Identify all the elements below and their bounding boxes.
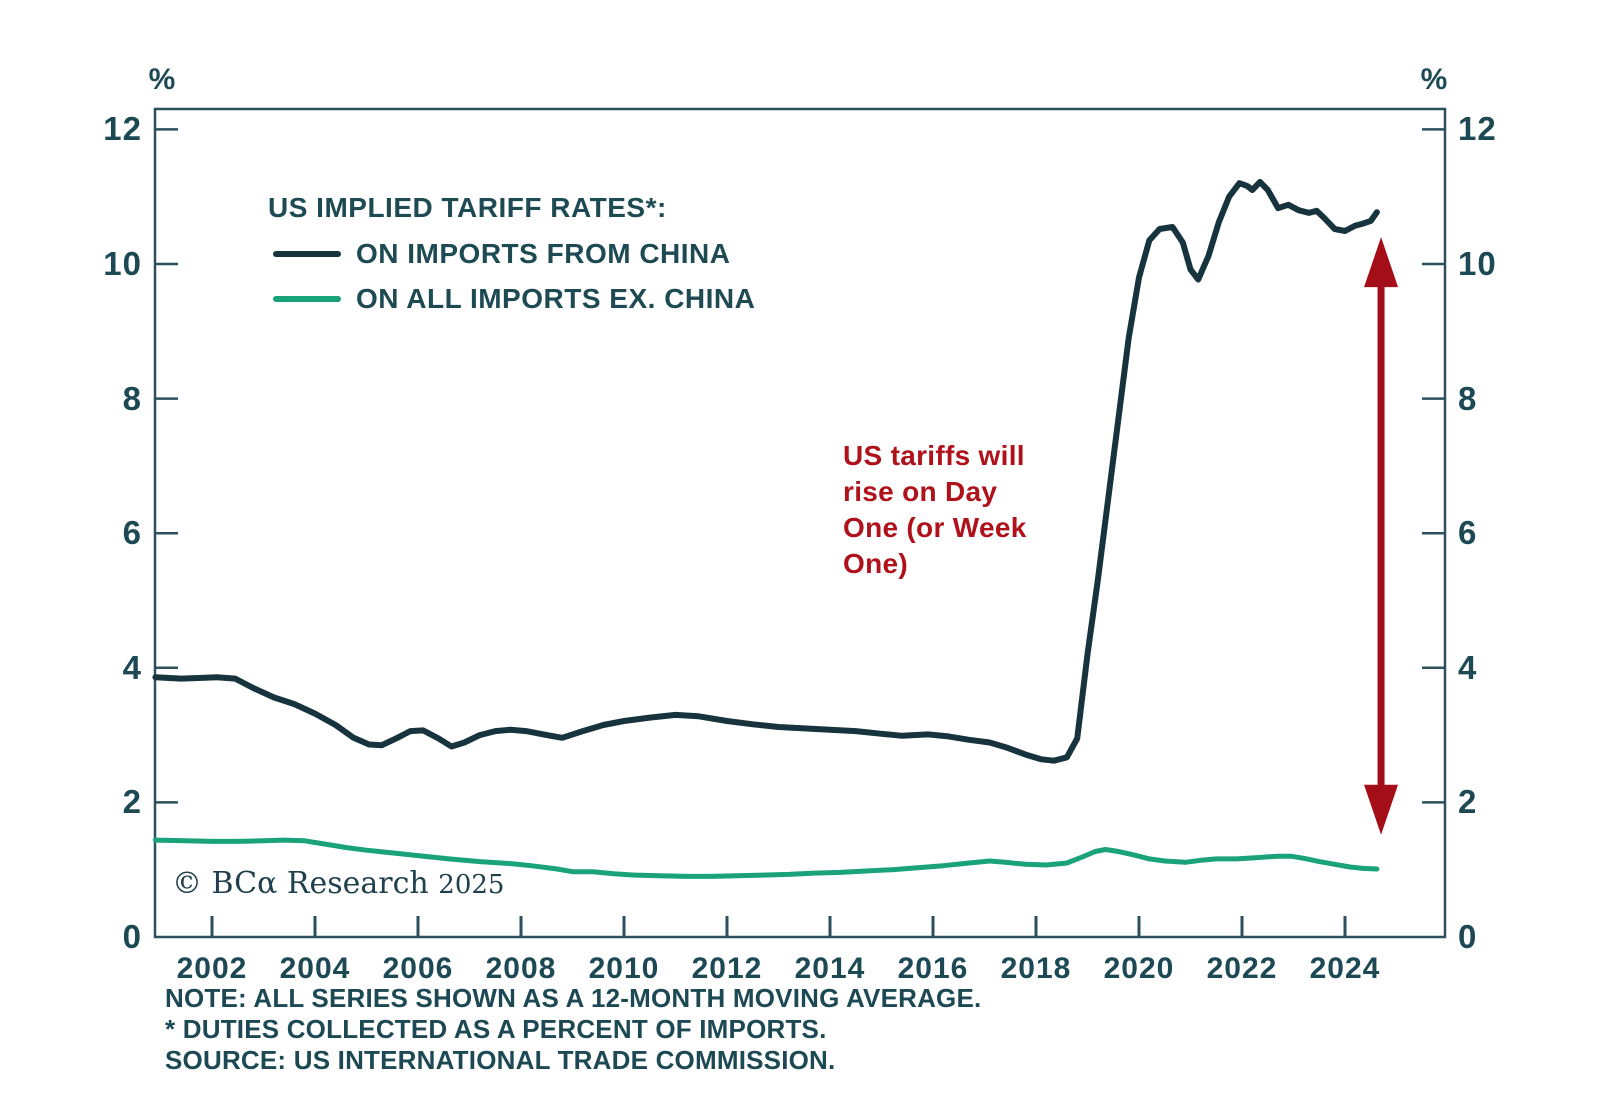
ex-china-line-swatch bbox=[273, 296, 341, 302]
line-all-imports-ex-china bbox=[152, 837, 1380, 879]
annotation-line-3: One (or Week bbox=[843, 512, 1027, 543]
x-axis-label-2008: 2008 bbox=[485, 952, 557, 985]
y-axis-unit-right: % bbox=[1420, 63, 1448, 96]
china-line-label: ON IMPORTS FROM CHINA bbox=[356, 238, 731, 269]
y-axis-label-right-10: 10 bbox=[1458, 245, 1497, 282]
plot-frame bbox=[153, 107, 1447, 939]
annotation-line-1: US tariffs will bbox=[843, 440, 1025, 471]
legend: US IMPLIED TARIFF RATES*: ON IMPORTS FRO… bbox=[268, 192, 755, 314]
x-axis-label-2002: 2002 bbox=[176, 952, 248, 985]
y-axis-label-left-8: 8 bbox=[122, 379, 142, 417]
x-axis-label-2010: 2010 bbox=[588, 952, 660, 985]
y-axis-unit-left: % bbox=[148, 63, 176, 96]
copyright-year: 2025 bbox=[438, 870, 505, 900]
line-imports-from-china bbox=[152, 178, 1380, 764]
tariff-rise-annotation: US tariffs will rise on Day One (or Week… bbox=[843, 438, 1027, 582]
copyright-text: © BCα Research bbox=[172, 866, 429, 901]
china-line-swatch bbox=[273, 251, 341, 257]
y-axis-label-left-10: 10 bbox=[103, 245, 142, 282]
annotation-line-2: rise on Day bbox=[843, 476, 998, 507]
y-axis-label-right-8: 8 bbox=[1458, 379, 1478, 417]
y-axis-label-right-12: 12 bbox=[1458, 110, 1497, 148]
footnotes: NOTE: ALL SERIES SHOWN AS A 12-MONTH MOV… bbox=[165, 983, 981, 1076]
y-axis-label-left-12: 12 bbox=[103, 110, 142, 148]
x-axis-label-2022: 2022 bbox=[1206, 952, 1278, 985]
arrow-head-top bbox=[1364, 237, 1399, 288]
legend-title: US IMPLIED TARIFF RATES*: bbox=[268, 192, 667, 223]
y-axis-label-right-6: 6 bbox=[1458, 514, 1478, 552]
footnote-source: SOURCE: US INTERNATIONAL TRADE COMMISSIO… bbox=[165, 1045, 836, 1075]
copyright: © BCα Research 2025 bbox=[172, 866, 504, 901]
y-axis-label-left-0: 0 bbox=[122, 918, 142, 955]
x-axis-label-2014: 2014 bbox=[794, 952, 866, 985]
y-axis-label-right-4: 4 bbox=[1458, 648, 1478, 686]
y-axis-label-right-0: 0 bbox=[1458, 918, 1478, 955]
x-axis-label-2012: 2012 bbox=[691, 952, 763, 985]
x-axis-label-2004: 2004 bbox=[279, 952, 351, 985]
x-axis-label-2020: 2020 bbox=[1103, 952, 1175, 985]
legend-item-imports-from-china: ON IMPORTS FROM CHINA bbox=[273, 238, 755, 269]
x-axis-label-2024: 2024 bbox=[1309, 952, 1381, 985]
x-axis-label-2006: 2006 bbox=[382, 952, 454, 985]
y-axis-label-right-2: 2 bbox=[1458, 783, 1478, 821]
y-axis-label-left-2: 2 bbox=[122, 783, 142, 821]
x-axis-label-2016: 2016 bbox=[897, 952, 969, 985]
annotation-line-4: One) bbox=[843, 548, 908, 579]
footnote-duties: * DUTIES COLLECTED AS A PERCENT OF IMPOR… bbox=[165, 1014, 827, 1044]
footnote-note: NOTE: ALL SERIES SHOWN AS A 12-MONTH MOV… bbox=[165, 983, 982, 1013]
y-axis-label-left-6: 6 bbox=[122, 514, 142, 552]
legend-item-all-imports-ex-china: ON ALL IMPORTS EX. CHINA bbox=[273, 283, 756, 314]
ex-china-line-label: ON ALL IMPORTS EX. CHINA bbox=[356, 283, 756, 314]
arrow-head-bottom bbox=[1364, 784, 1399, 835]
y-axis-label-left-4: 4 bbox=[122, 648, 142, 686]
x-axis-label-2018: 2018 bbox=[1000, 952, 1072, 985]
